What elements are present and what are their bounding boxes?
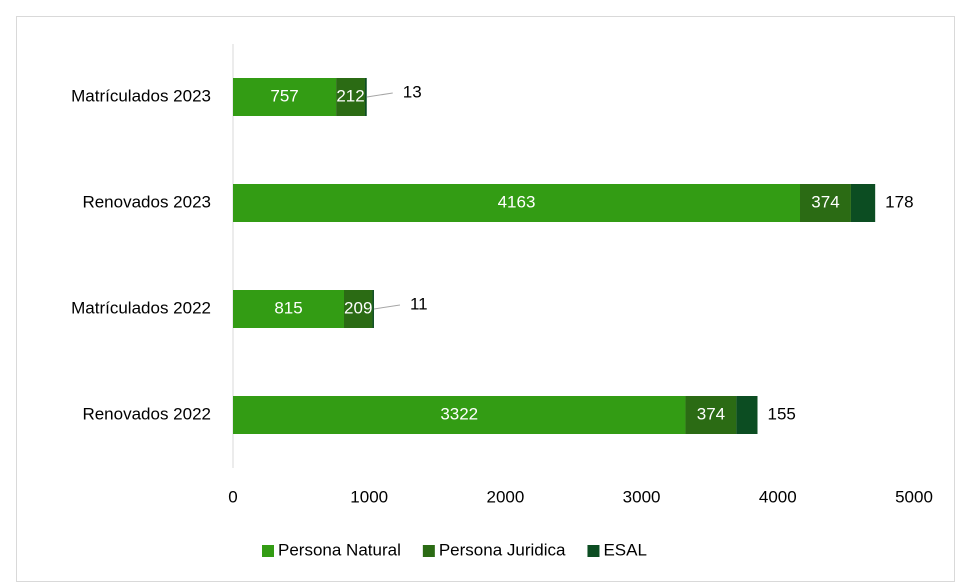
x-tick-label: 5000	[895, 487, 933, 506]
data-label: 374	[811, 192, 839, 211]
legend-label: Persona Natural	[278, 540, 401, 559]
legend-swatch	[587, 545, 600, 557]
data-label: 815	[274, 298, 302, 317]
data-label: 11	[410, 294, 428, 313]
legend-swatch	[422, 545, 435, 557]
bar-segment	[233, 290, 345, 328]
y-tick-label: Matrículados 2023	[71, 86, 211, 105]
x-tick-label: 1000	[350, 487, 388, 506]
bar-segment	[685, 396, 737, 434]
y-tick-label: Matrículados 2022	[71, 298, 211, 317]
chart-frame	[16, 16, 955, 582]
y-tick-label: Renovados 2023	[82, 192, 211, 211]
data-label: 13	[403, 82, 422, 101]
x-tick-label: 0	[228, 487, 237, 506]
x-tick-label: 4000	[759, 487, 797, 506]
bar-segment	[233, 396, 686, 434]
data-label: 757	[270, 86, 298, 105]
x-tick-label: 2000	[486, 487, 524, 506]
data-label: 374	[697, 404, 725, 423]
data-label: 212	[336, 86, 364, 105]
legend-label: ESAL	[603, 540, 646, 559]
data-label: 155	[768, 404, 796, 423]
legend-swatch	[262, 545, 274, 557]
y-tick-label: Renovados 2022	[82, 404, 211, 423]
bar-segment	[372, 290, 374, 328]
x-tick-label: 3000	[623, 487, 661, 506]
data-label: 209	[344, 298, 372, 317]
bar-segment	[233, 78, 337, 116]
bar-segment	[850, 184, 876, 222]
bar-segment	[736, 396, 758, 434]
leader-line	[373, 304, 401, 310]
data-label: 4163	[498, 192, 536, 211]
bar-segment	[344, 290, 373, 328]
bar-segment	[364, 78, 367, 116]
bar-segment	[336, 78, 365, 116]
leader-line	[366, 92, 393, 98]
legend-label: Persona Juridica	[439, 540, 566, 559]
data-label: 178	[885, 192, 913, 211]
bar-segment	[233, 184, 801, 222]
data-label: 3322	[440, 404, 478, 423]
bar-segment	[800, 184, 851, 222]
